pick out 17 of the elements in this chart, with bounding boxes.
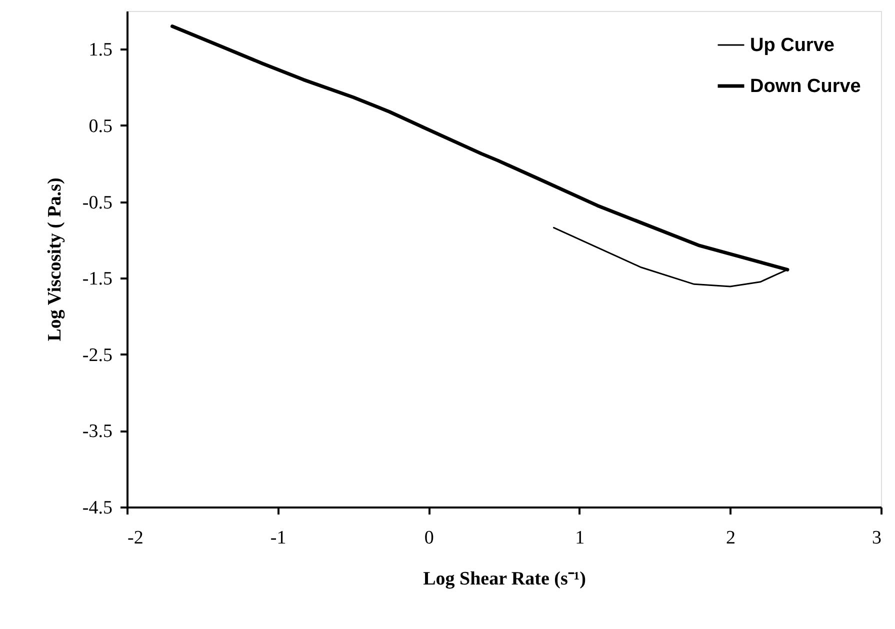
y-tick-label: 1.5 — [88, 40, 112, 61]
y-tick-label: -4.5 — [82, 498, 112, 518]
legend-label: Down Curve — [750, 76, 861, 97]
y-tick-label: 0.5 — [88, 116, 112, 137]
x-tick-label: 0 — [424, 528, 434, 548]
x-tick-label: -2 — [128, 528, 144, 548]
x-tick-label: 3 — [872, 528, 882, 548]
x-axis-title: Log Shear Rate (s⁻¹) — [423, 568, 586, 590]
legend-label: Up Curve — [750, 35, 834, 56]
y-tick-label: -0.5 — [82, 192, 112, 214]
y-axis-title: Log Viscosity ( Pa.s) — [44, 178, 66, 342]
x-tick-label: -1 — [270, 528, 286, 548]
x-tick-label: 1 — [575, 528, 585, 548]
y-tick-label: -3.5 — [82, 421, 112, 442]
y-tick-label: -2.5 — [82, 344, 112, 366]
y-tick-label: -1.5 — [82, 268, 112, 290]
x-tick-label: 2 — [726, 528, 736, 548]
